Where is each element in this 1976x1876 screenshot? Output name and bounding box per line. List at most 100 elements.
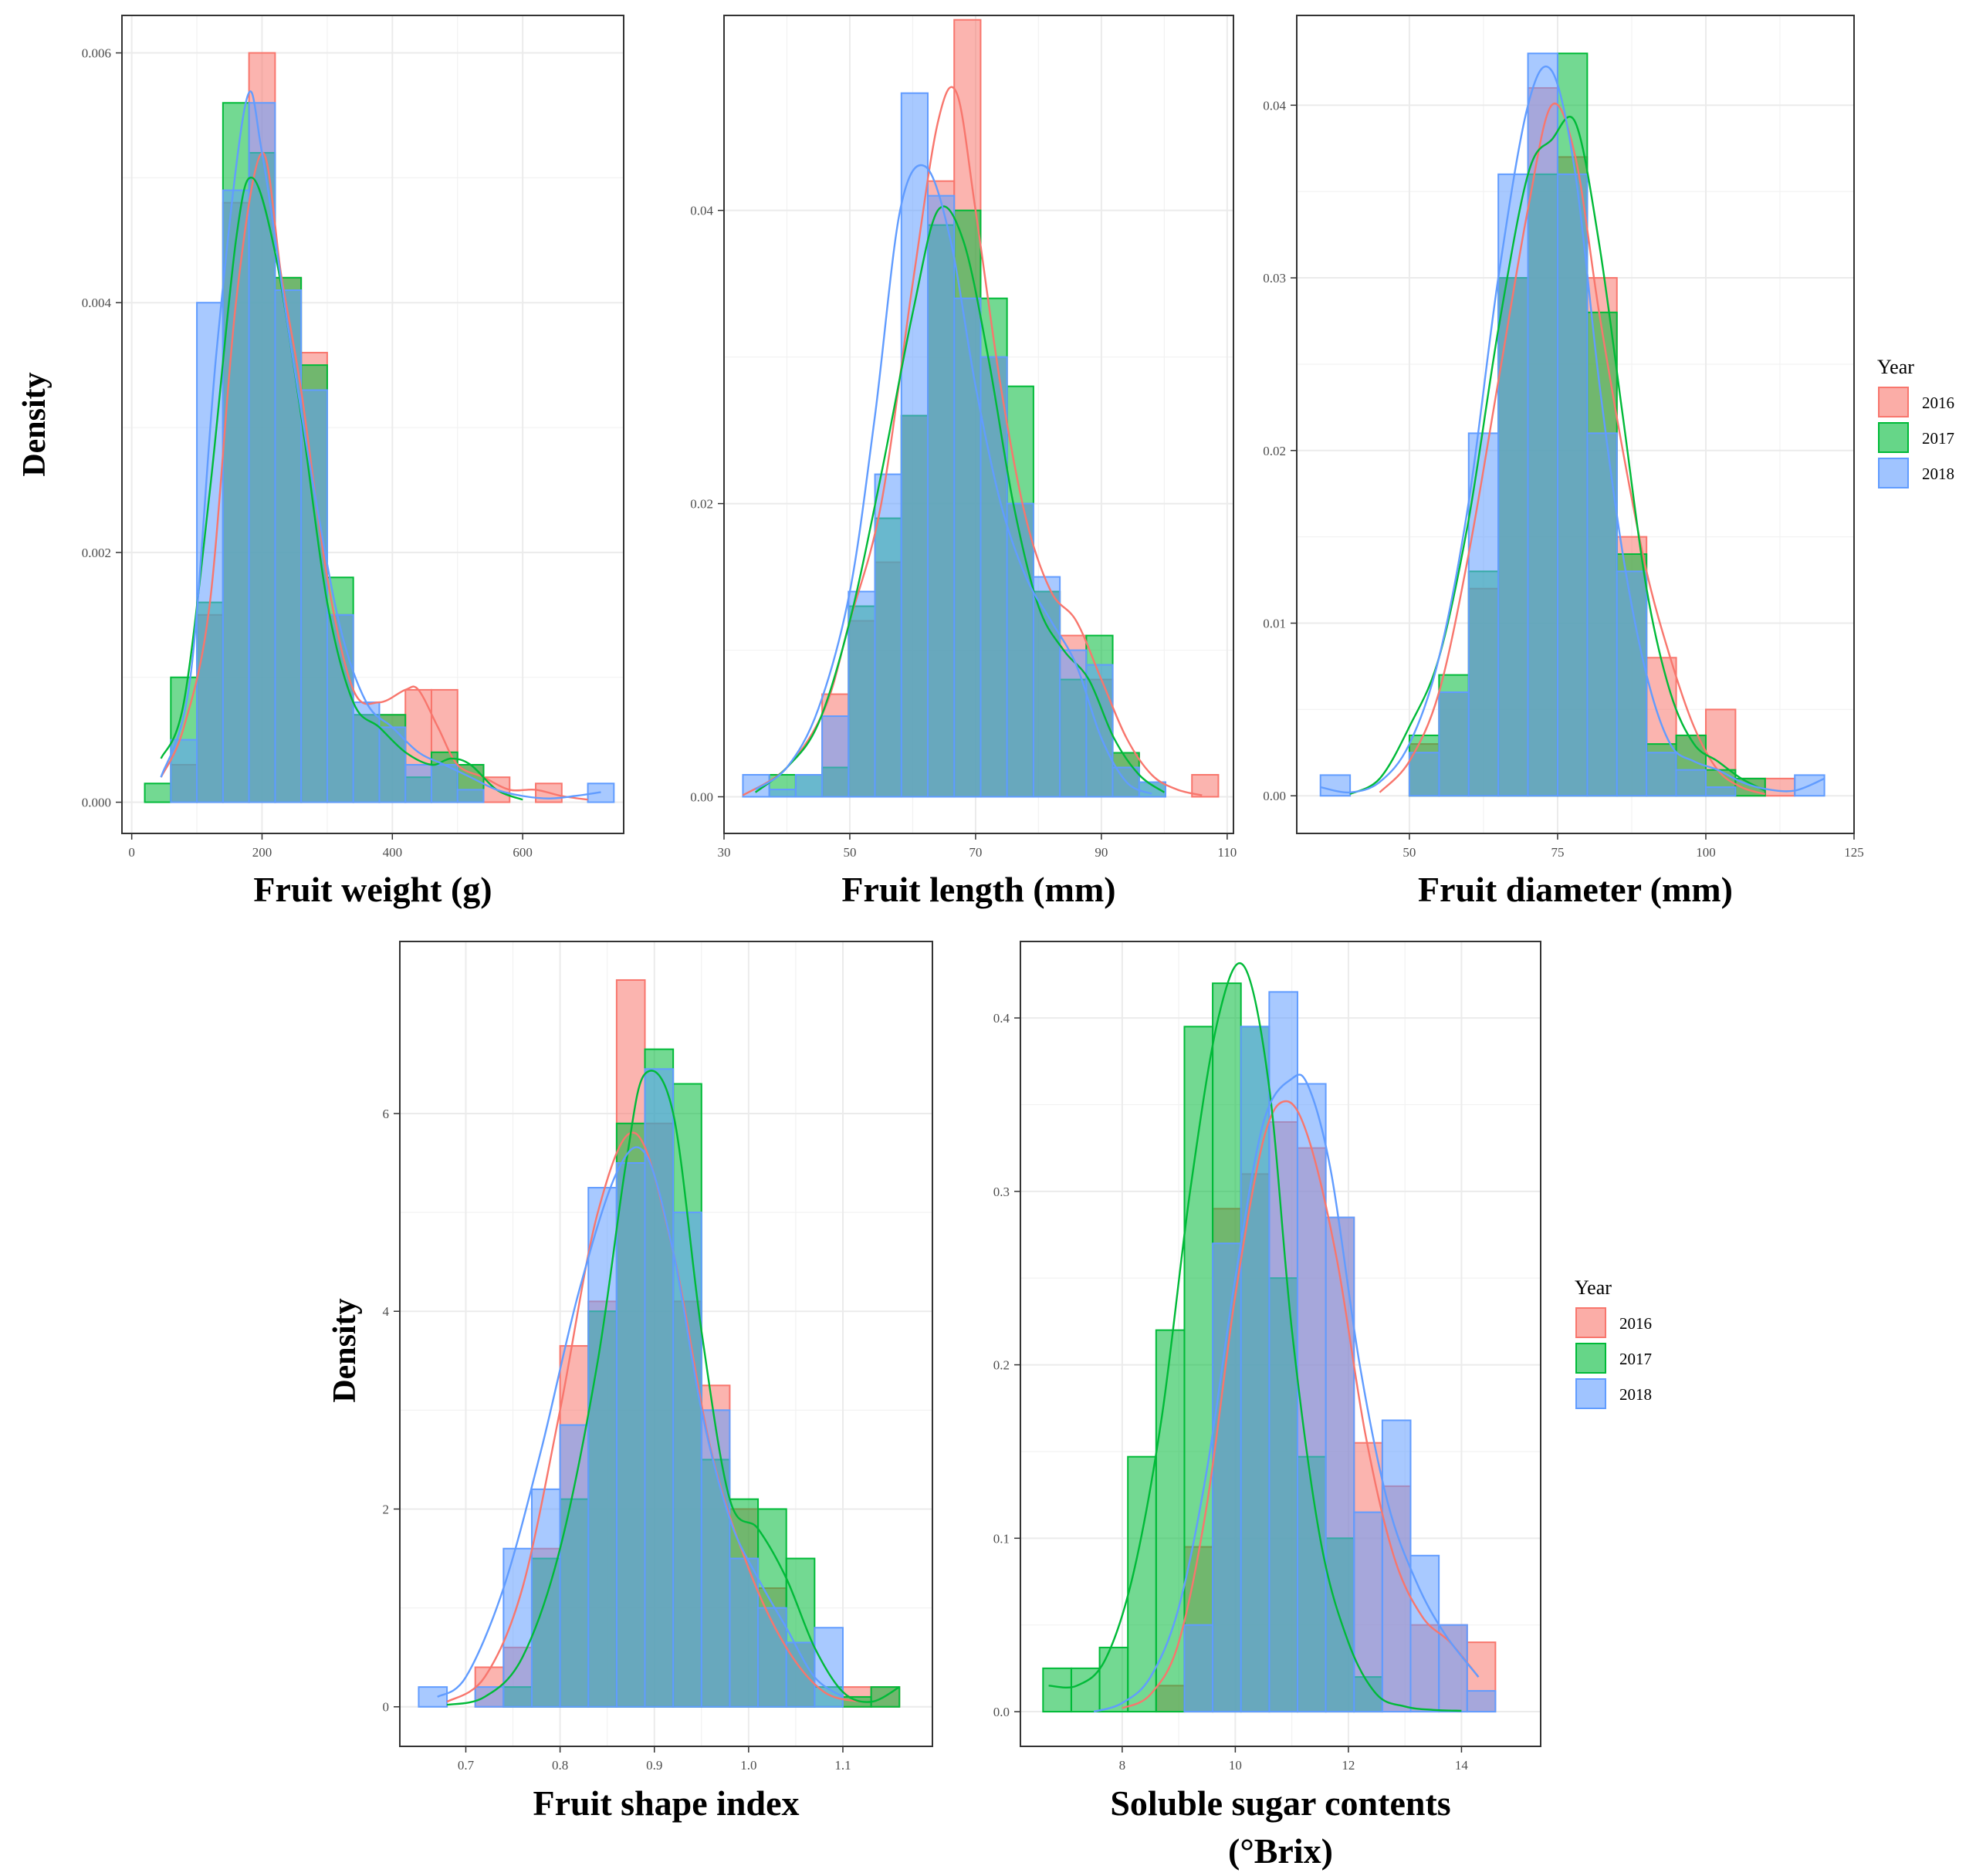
histogram-bar-2018	[430, 763, 458, 803]
chart-panel: 8 10 12 14 0.0 0.1 0.2 0.3 0.4 Soluble sugar cont…	[993, 941, 1541, 1871]
x-tick-label: 50	[843, 845, 856, 860]
histogram-bar-2018	[1497, 173, 1529, 797]
histogram-bar-2018	[352, 701, 381, 803]
legend-key-2018	[1575, 1378, 1606, 1409]
plot-area	[1319, 52, 1825, 797]
density-curve-2016	[160, 151, 588, 801]
histogram-bar-2017	[144, 783, 172, 803]
histogram-bar-2018	[980, 356, 1008, 798]
legend-bottom: Year 2016 2017 2018	[1575, 1276, 1652, 1409]
x-tick-label: 75	[1551, 845, 1564, 860]
legend-label-2018: 2018	[1619, 1385, 1652, 1404]
x-axis-title: Fruit shape index	[533, 1783, 799, 1823]
histogram-bar-2018	[1646, 752, 1677, 797]
histogram-bar-2016	[1191, 774, 1220, 798]
histogram-bar-2018	[1586, 432, 1618, 797]
legend-label-2017: 2017	[1922, 429, 1954, 448]
y-tick-label: 0.00	[690, 790, 713, 805]
x-tick-label: 600	[513, 845, 533, 860]
chart-panel: 50 75 100 125 0.00 0.01 0.02 0.03 0.04 Fruit diam…	[1263, 15, 1864, 909]
y-axis-title-top: Density	[17, 372, 52, 476]
x-tick-label: 0.9	[646, 1758, 662, 1773]
histogram-bar-2018	[1527, 52, 1558, 797]
y-tick-label: 0.03	[1263, 271, 1286, 286]
x-tick-label: 10	[1229, 1758, 1242, 1773]
histogram-bar-2018	[1059, 649, 1088, 798]
y-tick-label: 0.006	[82, 46, 111, 61]
legend-title: Year	[1575, 1276, 1612, 1299]
x-tick-label: 1.0	[740, 1758, 756, 1773]
density-curve-2018	[1093, 1073, 1480, 1713]
histogram-bar-2018	[794, 774, 824, 798]
histogram-bar-2018	[404, 763, 432, 803]
histogram-bar-2018	[1409, 1554, 1440, 1713]
histogram-bar-2018	[474, 1686, 505, 1708]
histogram-bar-2018	[821, 715, 850, 798]
x-axis-title: Fruit diameter (mm)	[1418, 870, 1733, 909]
x-tick-label: 70	[969, 845, 982, 860]
x-tick-label: 90	[1095, 845, 1108, 860]
legend-key-2018	[1878, 458, 1909, 488]
panel-border	[1296, 15, 1855, 834]
x-tick-label: 12	[1342, 1758, 1355, 1773]
panel-border	[1020, 941, 1541, 1747]
legend-label-2016: 2016	[1922, 394, 1954, 412]
y-tick-label: 0.004	[82, 296, 112, 310]
histogram-bar-2018	[418, 1686, 448, 1708]
y-tick-label: 0.01	[1263, 617, 1286, 631]
density-curve-2017	[446, 1070, 900, 1706]
histogram-bar-2018	[378, 726, 407, 803]
x-tick-label: 14	[1455, 1758, 1469, 1773]
histogram-bar-2018	[1006, 502, 1034, 798]
x-axis-title: Soluble sugar contents (°Brix)	[1110, 1783, 1450, 1871]
y-tick-label: 0.3	[993, 1185, 1010, 1199]
legend-key-2016	[1575, 1307, 1606, 1338]
chart-panel: 30 50 70 90 110 0.00 0.02 0.04 Fruit length (mm)	[690, 15, 1237, 909]
plot-area	[418, 979, 901, 1708]
y-tick-label: 0.04	[1263, 98, 1286, 113]
y-tick-label: 4	[383, 1304, 390, 1319]
y-tick-label: 0.00	[1263, 789, 1286, 803]
histogram-bar-2018	[559, 1424, 590, 1708]
y-tick-label: 2	[383, 1502, 390, 1516]
histogram-bar-2017	[1098, 1646, 1129, 1713]
y-tick-label: 0.0	[993, 1705, 1010, 1719]
panel-border	[723, 15, 1234, 834]
legend-key-2016	[1878, 387, 1909, 417]
histogram-bar-2018	[222, 189, 250, 803]
panel-border	[121, 15, 624, 834]
histogram-bar-2018	[300, 389, 328, 803]
x-tick-label: 30	[718, 845, 731, 860]
histogram-bar-2018	[768, 789, 797, 798]
histogram-bar-2017	[1155, 1329, 1186, 1713]
x-axis-title: Fruit weight (g)	[253, 870, 492, 909]
histogram-bar-2018	[848, 590, 876, 798]
x-axis-title: Fruit length (mm)	[841, 870, 1115, 909]
histogram-bar-2018	[1408, 752, 1440, 797]
histogram-bar-2018	[953, 297, 982, 798]
histogram-bar-2018	[1296, 1083, 1327, 1713]
histogram-bar-2018	[1438, 1624, 1468, 1713]
density-curve-2017	[1048, 962, 1462, 1712]
legend-label-2016: 2016	[1619, 1314, 1652, 1333]
y-tick-label: 0.04	[690, 204, 713, 218]
density-curve-2018	[160, 90, 601, 799]
density-curve-2017	[754, 205, 1166, 793]
x-tick-label: 110	[1217, 845, 1237, 860]
x-tick-label: 200	[252, 845, 272, 860]
x-tick-label: 0.7	[458, 1758, 475, 1773]
legend-top: Year 2016 2017 2018	[1877, 356, 1954, 488]
histogram-bar-2018	[1556, 173, 1589, 797]
x-tick-label: 8	[1119, 1758, 1126, 1773]
density-curve-2018	[437, 1146, 844, 1698]
y-tick-label: 6	[383, 1107, 390, 1121]
density-curve-2016	[1122, 1100, 1480, 1709]
histogram-bar-2018	[1325, 1216, 1355, 1713]
y-tick-label: 0	[383, 1700, 390, 1715]
histogram-bar-2018	[1675, 769, 1707, 797]
x-tick-label: 50	[1402, 845, 1416, 860]
density-curve-2018	[1320, 66, 1825, 794]
histogram-bar-2018	[1183, 1624, 1214, 1713]
histogram-bar-2018	[1212, 1242, 1242, 1713]
